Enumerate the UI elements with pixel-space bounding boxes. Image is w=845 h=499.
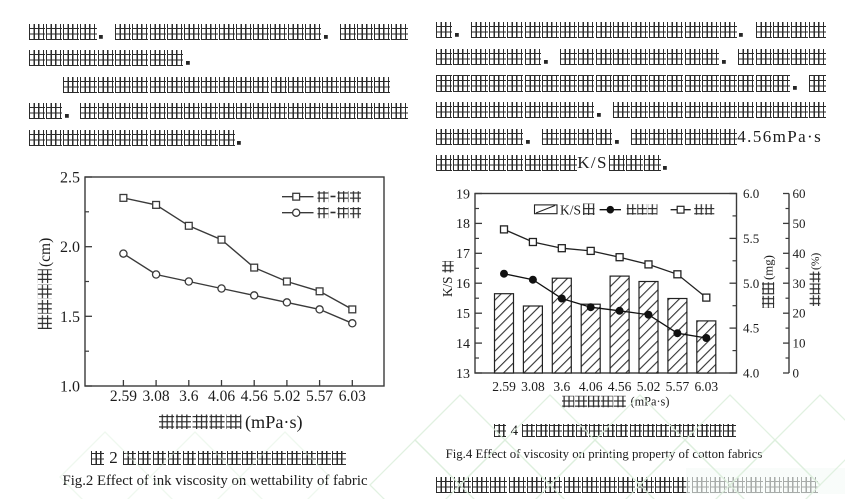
svg-text:5.5: 5.5 [743, 231, 759, 246]
svg-text:4.56: 4.56 [241, 388, 268, 405]
svg-text:4.56: 4.56 [608, 379, 632, 394]
svg-text:0: 0 [793, 366, 800, 381]
svg-text:4.06: 4.06 [579, 379, 603, 394]
svg-text:(cm): (cm) [37, 238, 54, 267]
svg-text:5.57: 5.57 [666, 379, 690, 394]
svg-text:19: 19 [456, 187, 470, 202]
svg-text:2.59: 2.59 [492, 379, 516, 394]
svg-text:2.5: 2.5 [60, 170, 80, 187]
svg-text:4.06: 4.06 [208, 388, 235, 405]
svg-text:2.0: 2.0 [60, 239, 80, 256]
svg-text:10: 10 [793, 336, 806, 351]
svg-text:K/S: K/S [560, 203, 581, 218]
svg-text:30: 30 [793, 276, 806, 291]
svg-text:14: 14 [456, 337, 470, 352]
svg-text:6.03: 6.03 [694, 379, 718, 394]
svg-text:5.0: 5.0 [743, 276, 759, 291]
svg-text:60: 60 [793, 186, 806, 201]
svg-text:K/S: K/S [440, 276, 455, 297]
svg-text:3.08: 3.08 [143, 388, 170, 405]
svg-text:4.0: 4.0 [743, 366, 759, 381]
svg-text:3.6: 3.6 [553, 379, 570, 394]
svg-text:1.5: 1.5 [60, 309, 80, 326]
svg-text:18: 18 [456, 217, 470, 232]
svg-text:16: 16 [456, 277, 470, 292]
svg-text:(mPa·s): (mPa·s) [631, 395, 670, 409]
svg-text:6.0: 6.0 [743, 186, 759, 201]
svg-text:(%): (%) [810, 253, 822, 270]
svg-text:6.03: 6.03 [339, 388, 366, 405]
svg-text:20: 20 [793, 306, 806, 321]
svg-text:(mPa·s): (mPa·s) [245, 412, 303, 433]
svg-text:1.0: 1.0 [60, 379, 80, 396]
svg-text:40: 40 [793, 246, 806, 261]
svg-text:5.02: 5.02 [637, 379, 661, 394]
svg-text:5.02: 5.02 [273, 388, 300, 405]
svg-text:(mg): (mg) [762, 255, 776, 280]
svg-text:2.59: 2.59 [110, 388, 137, 405]
svg-text:5.57: 5.57 [306, 388, 333, 405]
svg-text:13: 13 [456, 367, 470, 382]
svg-text:3.6: 3.6 [179, 388, 199, 405]
svg-text:17: 17 [456, 247, 470, 262]
svg-text:3.08: 3.08 [521, 379, 545, 394]
svg-text:15: 15 [456, 307, 470, 322]
svg-text:50: 50 [793, 216, 806, 231]
svg-text:4.5: 4.5 [743, 321, 759, 336]
